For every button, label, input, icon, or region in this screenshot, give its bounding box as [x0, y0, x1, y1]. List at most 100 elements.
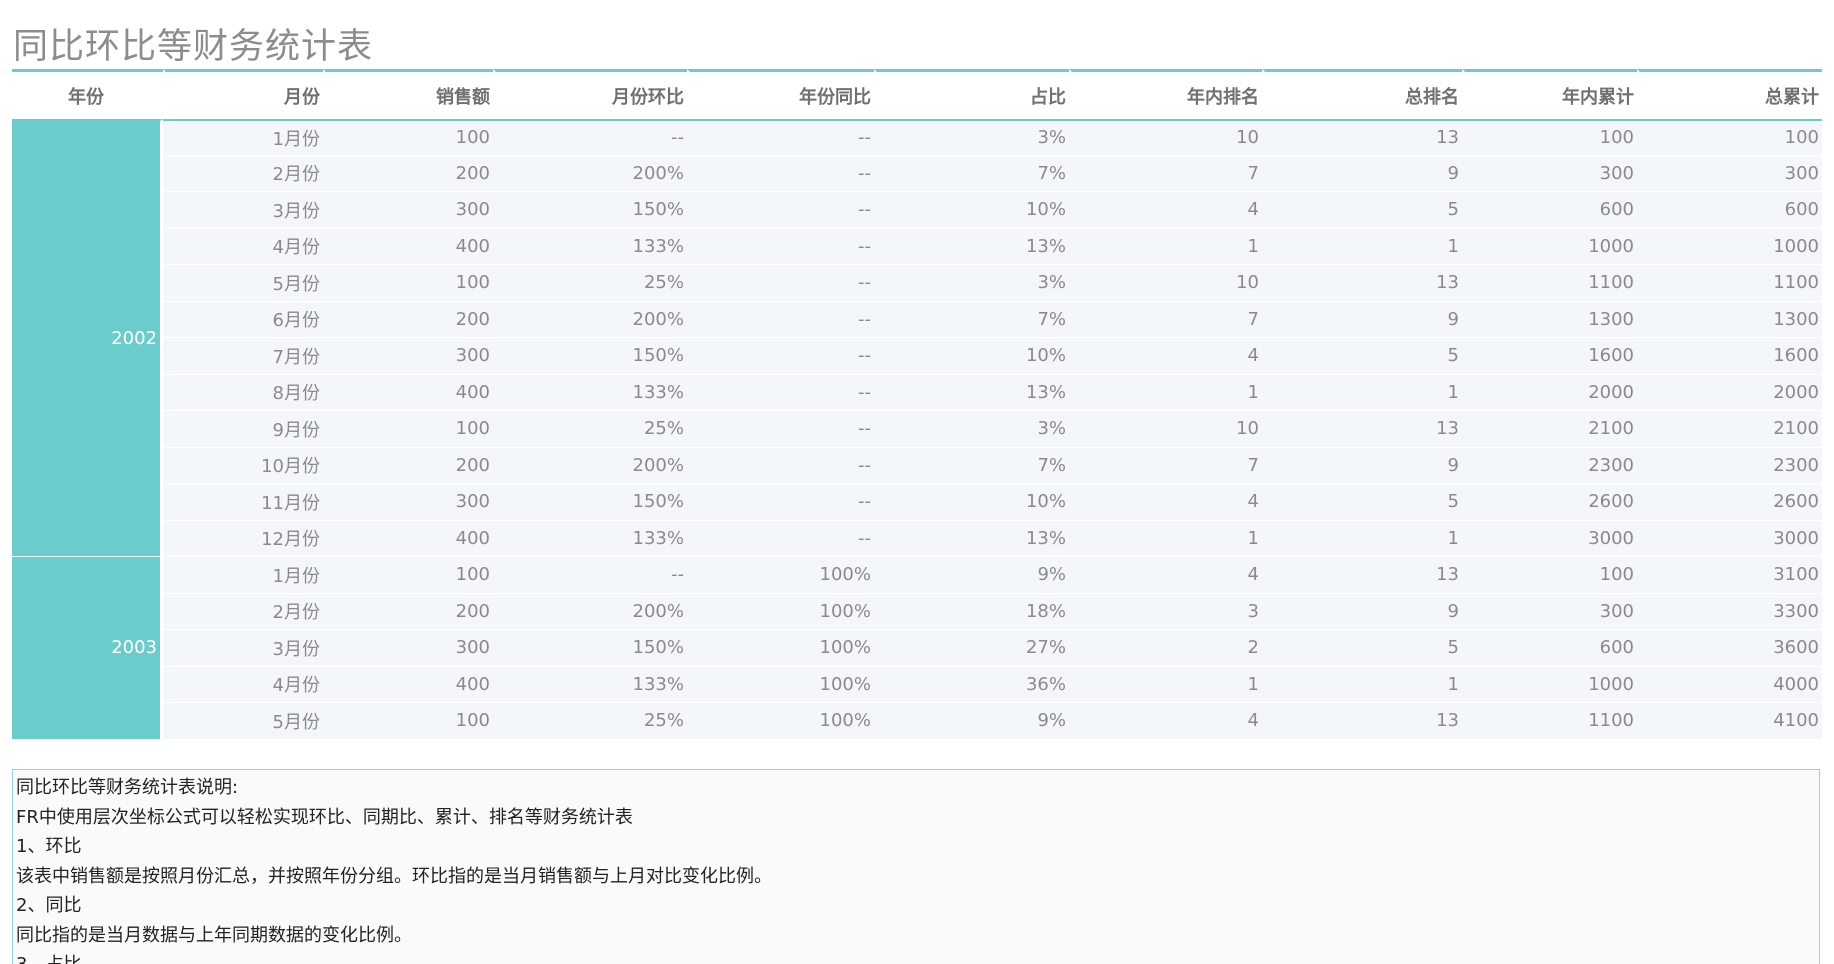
rank-in-year-cell: 2 — [1069, 630, 1262, 667]
cumulative-in-year-cell: 3000 — [1462, 520, 1637, 557]
share-cell: 3% — [874, 411, 1069, 448]
table-row: 11月份 300 150% -- 10% 4 5 2600 2600 — [12, 484, 1822, 521]
year-group-cell: 2002 — [12, 119, 163, 557]
share-cell: 18% — [874, 593, 1069, 630]
column-header-year: 年份 — [12, 69, 163, 119]
total-rank-cell: 13 — [1262, 411, 1462, 448]
table-row: 12月份 400 133% -- 13% 1 1 3000 3000 — [12, 520, 1822, 557]
sales-cell: 300 — [323, 630, 493, 667]
total-rank-cell: 1 — [1262, 520, 1462, 557]
month-cell: 4月份 — [163, 228, 323, 265]
description-line: 同比环比等财务统计表说明: — [16, 777, 239, 798]
table-row: 9月份 100 25% -- 3% 10 13 2100 2100 — [12, 411, 1822, 448]
total-cumulative-cell: 1000 — [1637, 228, 1822, 265]
rank-in-year-cell: 7 — [1069, 155, 1262, 192]
finance-stats-table: 年份 月份 销售额 月份环比 年份同比 占比 年内排名 总排名 年内累计 总累计… — [12, 69, 1822, 740]
mom-cell: 25% — [493, 265, 687, 302]
month-cell: 2月份 — [163, 155, 323, 192]
mom-cell: -- — [493, 119, 687, 156]
mom-cell: 150% — [493, 192, 687, 229]
total-rank-cell: 9 — [1262, 301, 1462, 338]
share-cell: 13% — [874, 520, 1069, 557]
share-cell: 3% — [874, 119, 1069, 156]
cumulative-in-year-cell: 2100 — [1462, 411, 1637, 448]
cumulative-in-year-cell: 300 — [1462, 593, 1637, 630]
share-cell: 13% — [874, 228, 1069, 265]
column-header-cumulative-in-year: 年内累计 — [1462, 69, 1637, 119]
total-rank-cell: 9 — [1262, 155, 1462, 192]
month-cell: 3月份 — [163, 192, 323, 229]
cumulative-in-year-cell: 1300 — [1462, 301, 1637, 338]
total-rank-cell: 13 — [1262, 703, 1462, 740]
rank-in-year-cell: 10 — [1069, 411, 1262, 448]
sales-cell: 100 — [323, 703, 493, 740]
mom-cell: 150% — [493, 630, 687, 667]
description-line: 同比指的是当月数据与上年同期数据的变化比例。 — [16, 924, 412, 946]
yoy-cell: -- — [687, 484, 874, 521]
cumulative-in-year-cell: 1000 — [1462, 666, 1637, 703]
share-cell: 9% — [874, 703, 1069, 740]
month-cell: 1月份 — [163, 119, 323, 156]
rank-in-year-cell: 7 — [1069, 447, 1262, 484]
cumulative-in-year-cell: 1000 — [1462, 228, 1637, 265]
share-cell: 7% — [874, 155, 1069, 192]
yoy-cell: -- — [687, 228, 874, 265]
sales-cell: 100 — [323, 557, 493, 594]
yoy-cell: -- — [687, 447, 874, 484]
share-cell: 7% — [874, 301, 1069, 338]
month-cell: 7月份 — [163, 338, 323, 375]
total-rank-cell: 5 — [1262, 630, 1462, 667]
total-cumulative-cell: 3300 — [1637, 593, 1822, 630]
table-row: 10月份 200 200% -- 7% 7 9 2300 2300 — [12, 447, 1822, 484]
table-row: 2月份 200 200% -- 7% 7 9 300 300 — [12, 155, 1822, 192]
share-cell: 27% — [874, 630, 1069, 667]
total-rank-cell: 9 — [1262, 447, 1462, 484]
share-cell: 10% — [874, 484, 1069, 521]
column-header-sales: 销售额 — [323, 69, 493, 119]
total-cumulative-cell: 100 — [1637, 119, 1822, 156]
total-cumulative-cell: 3000 — [1637, 520, 1822, 557]
sales-cell: 100 — [323, 411, 493, 448]
total-cumulative-cell: 2100 — [1637, 411, 1822, 448]
total-rank-cell: 5 — [1262, 484, 1462, 521]
total-rank-cell: 13 — [1262, 265, 1462, 302]
sales-cell: 100 — [323, 119, 493, 156]
yoy-cell: 100% — [687, 703, 874, 740]
yoy-cell: -- — [687, 520, 874, 557]
cumulative-in-year-cell: 600 — [1462, 630, 1637, 667]
month-cell: 1月份 — [163, 557, 323, 594]
mom-cell: -- — [493, 557, 687, 594]
total-cumulative-cell: 2600 — [1637, 484, 1822, 521]
cumulative-in-year-cell: 600 — [1462, 192, 1637, 229]
mom-cell: 25% — [493, 411, 687, 448]
month-cell: 10月份 — [163, 447, 323, 484]
rank-in-year-cell: 1 — [1069, 520, 1262, 557]
mom-cell: 150% — [493, 338, 687, 375]
total-cumulative-cell: 1100 — [1637, 265, 1822, 302]
cumulative-in-year-cell: 1600 — [1462, 338, 1637, 375]
sales-cell: 200 — [323, 301, 493, 338]
table-row: 2002 1月份 100 -- -- 3% 10 13 100 100 — [12, 119, 1822, 557]
description-line: 2、同比 — [16, 895, 82, 916]
mom-cell: 25% — [493, 703, 687, 740]
total-rank-cell: 1 — [1262, 666, 1462, 703]
page-title: 同比环比等财务统计表 — [13, 27, 374, 67]
month-cell: 3月份 — [163, 630, 323, 667]
total-cumulative-cell: 1300 — [1637, 301, 1822, 338]
share-cell: 10% — [874, 192, 1069, 229]
month-cell: 4月份 — [163, 666, 323, 703]
column-header-rank-in-year: 年内排名 — [1069, 69, 1262, 119]
total-cumulative-cell: 2000 — [1637, 374, 1822, 411]
mom-cell: 200% — [493, 447, 687, 484]
total-rank-cell: 13 — [1262, 119, 1462, 156]
rank-in-year-cell: 3 — [1069, 593, 1262, 630]
table-row: 2003 1月份 100 -- 100% 9% 4 13 100 3100 — [12, 557, 1822, 740]
share-cell: 10% — [874, 338, 1069, 375]
column-header-total-cumulative: 总累计 — [1637, 69, 1822, 119]
mom-cell: 133% — [493, 666, 687, 703]
mom-cell: 133% — [493, 228, 687, 265]
rank-in-year-cell: 1 — [1069, 374, 1262, 411]
description-line: 3、占比 — [16, 950, 1816, 964]
sales-cell: 400 — [323, 374, 493, 411]
sales-cell: 400 — [323, 520, 493, 557]
